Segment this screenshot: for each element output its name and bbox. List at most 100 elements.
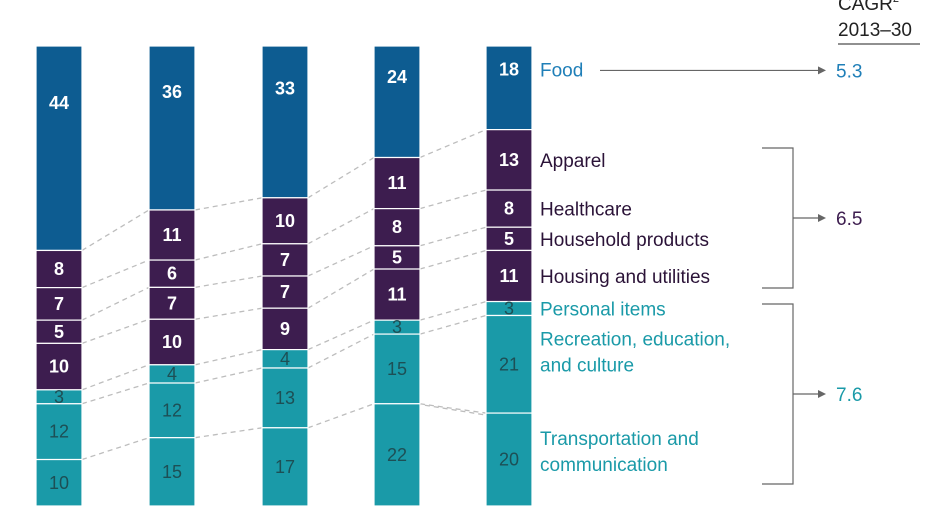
cagr-header-sup: 2 [893,0,899,5]
bar-value-label: 11 [499,266,518,286]
bar-segment [35,342,83,391]
bar-value-label: 36 [162,82,182,102]
bar-segment [35,458,83,506]
bar-segment [35,249,83,289]
category-label: Healthcare [540,200,632,221]
connector-line [194,348,263,366]
bar-segment [373,403,421,506]
connector-line [81,209,150,252]
bar-value-label: 12 [49,422,69,442]
connector-line [415,403,487,416]
bar-value-label: 5 [504,229,514,249]
bar-segment [261,367,309,429]
category-labels: Food Apparel Healthcare Household products H… [540,60,730,476]
bar-value-label: 7 [167,293,177,313]
cagr-header-period: 2013–30 [838,20,912,41]
category-label: Household products [540,230,709,251]
bar-segment [261,427,309,506]
bar-value-label: 12 [162,400,182,420]
bar-segment [148,209,196,261]
bar-segment [148,382,196,439]
connector-line [419,129,487,159]
bar-segment [148,318,196,366]
bar-value-label: 7 [54,294,64,314]
bar-value-label: 10 [162,332,182,352]
connector-line [307,268,375,309]
connector-line [81,364,150,391]
category-label: communication [540,455,668,476]
bar-value-label: 22 [387,445,407,465]
bar-value-label: 5 [392,247,402,267]
category-label: Transportation and [540,429,699,450]
cagr-value-mid: 6.5 [836,209,862,230]
bracket-teal [762,303,794,485]
bar-value-label: 44 [49,93,69,113]
connector-line [307,333,375,369]
bar-segment [373,45,421,159]
bar-value-label: 10 [49,357,69,377]
bar-value-label: 11 [387,173,406,193]
cagr-arrow-head [818,390,826,398]
bar-segment [35,45,83,252]
bar-value-label: 11 [162,225,181,245]
bar-segment [148,437,196,506]
bar-segment [373,156,421,210]
bar-segment [373,268,421,321]
connector-lines [81,129,487,461]
bar-value-label: 5 [54,322,64,342]
bar-value-label: 4 [280,349,290,369]
category-label: and culture [540,355,634,376]
bar-value-label: 18 [499,59,519,79]
bar-value-label: 11 [387,285,406,305]
bar-value-label: 3 [392,317,402,337]
bar-value-label: 21 [499,354,519,374]
cagr-value-teal: 7.6 [836,385,862,406]
bar-value-label: 15 [387,359,407,379]
bar-segment [261,275,309,309]
bar-value-label: 7 [280,250,290,270]
bar-value-label: 8 [54,259,64,279]
bar-value-label: 3 [504,299,514,319]
connector-line [419,300,487,321]
bar-segment [148,259,196,288]
bar-value-label: 4 [167,364,177,384]
connector-line [81,382,150,405]
bar-value-label: 6 [167,264,177,284]
connector-line [194,427,263,439]
bar-value-label: 8 [504,199,514,219]
bar-segment [261,45,309,199]
connector-line [307,245,375,277]
bar-value-label: 24 [387,67,407,87]
category-label: Food [540,60,583,81]
bar-value-label: 20 [499,450,519,470]
bar-value-label: 17 [275,457,295,477]
bar-segment [261,197,309,245]
category-label: Personal items [540,300,666,321]
cagr-arrow-head [818,214,826,222]
connector-line [419,403,487,414]
connector-line [194,307,263,320]
connector-line [194,197,263,211]
connector-line [194,243,263,261]
cagr-value-food: 5.3 [836,61,862,82]
bracket-mid [762,147,794,289]
bar-value-label: 10 [49,473,69,493]
connector-line [419,189,487,210]
cagr-arrow-head [818,66,826,75]
connector-line [81,437,150,461]
bar-value-label: 13 [499,150,519,170]
connector-line [81,286,150,321]
connector-line [194,275,263,289]
connector-line [419,226,487,247]
category-label: Recreation, education, [540,329,730,350]
bar-segment [485,45,533,131]
bar-segment [148,45,196,211]
connector-line [81,259,150,289]
category-label: Housing and utilities [540,267,710,288]
bar-value-label: 7 [280,282,290,302]
connector-line [307,208,375,245]
bar-segment [35,287,83,321]
